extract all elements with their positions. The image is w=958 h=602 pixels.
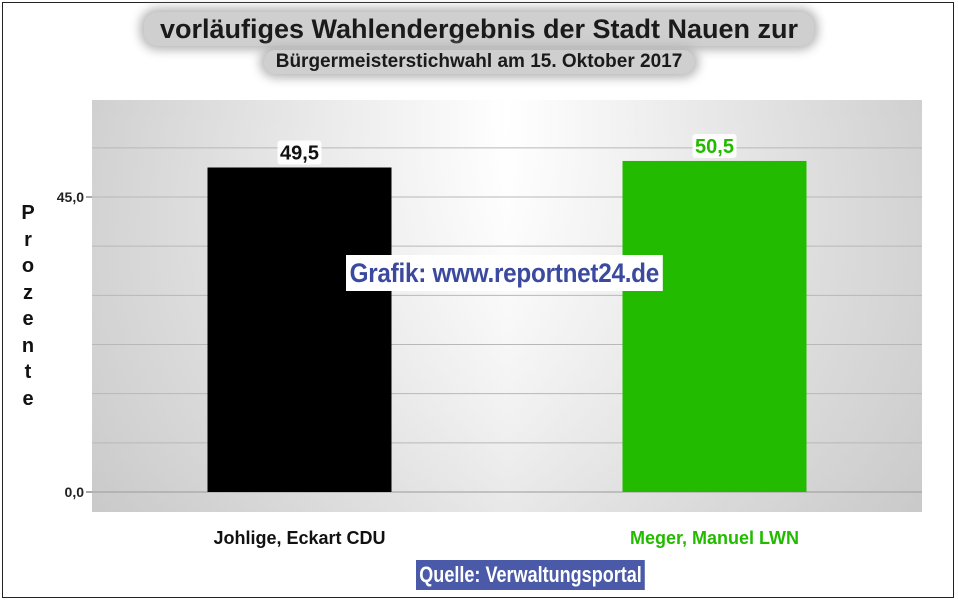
chart-subtitle: Bürgermeisterstichwahl am 15. Oktober 20… [263,50,695,74]
category-label: Johlige, Eckart CDU [213,528,385,548]
chart-title: vorläufiges Wahlendergebnis der Stadt Na… [143,12,815,46]
value-label-bg [277,140,322,165]
source-note: Quelle: Verwaltungsportal [416,560,646,590]
y-axis-label-letter: e [22,308,34,330]
bar [622,160,807,492]
y-axis-label-letter: n [21,334,35,357]
y-axis-label-letter: r [24,228,32,251]
value-label: 50,5 [695,136,734,158]
value-label: 49,5 [280,143,319,165]
y-axis-label-letter: P [21,202,35,224]
value-label-bg [692,133,737,158]
y-axis-label-letter: t [24,361,32,383]
watermark: Grafik: www.reportnet24.de [346,255,663,291]
bar [207,167,392,492]
y-axis: 0,0 45,0 [57,189,92,500]
category-label: Meger, Manuel LWN [630,528,799,548]
y-tick-label: 45,0 [57,189,84,205]
bars: 49,5 Johlige, Eckart CDU 50,5 Meger, Manuel… [207,133,807,548]
y-axis-label-letter: e [22,387,34,410]
y-tick-label: 0,0 [65,484,85,500]
y-axis-label-letter: z [23,281,33,304]
y-axis-label-letter: o [21,255,35,277]
